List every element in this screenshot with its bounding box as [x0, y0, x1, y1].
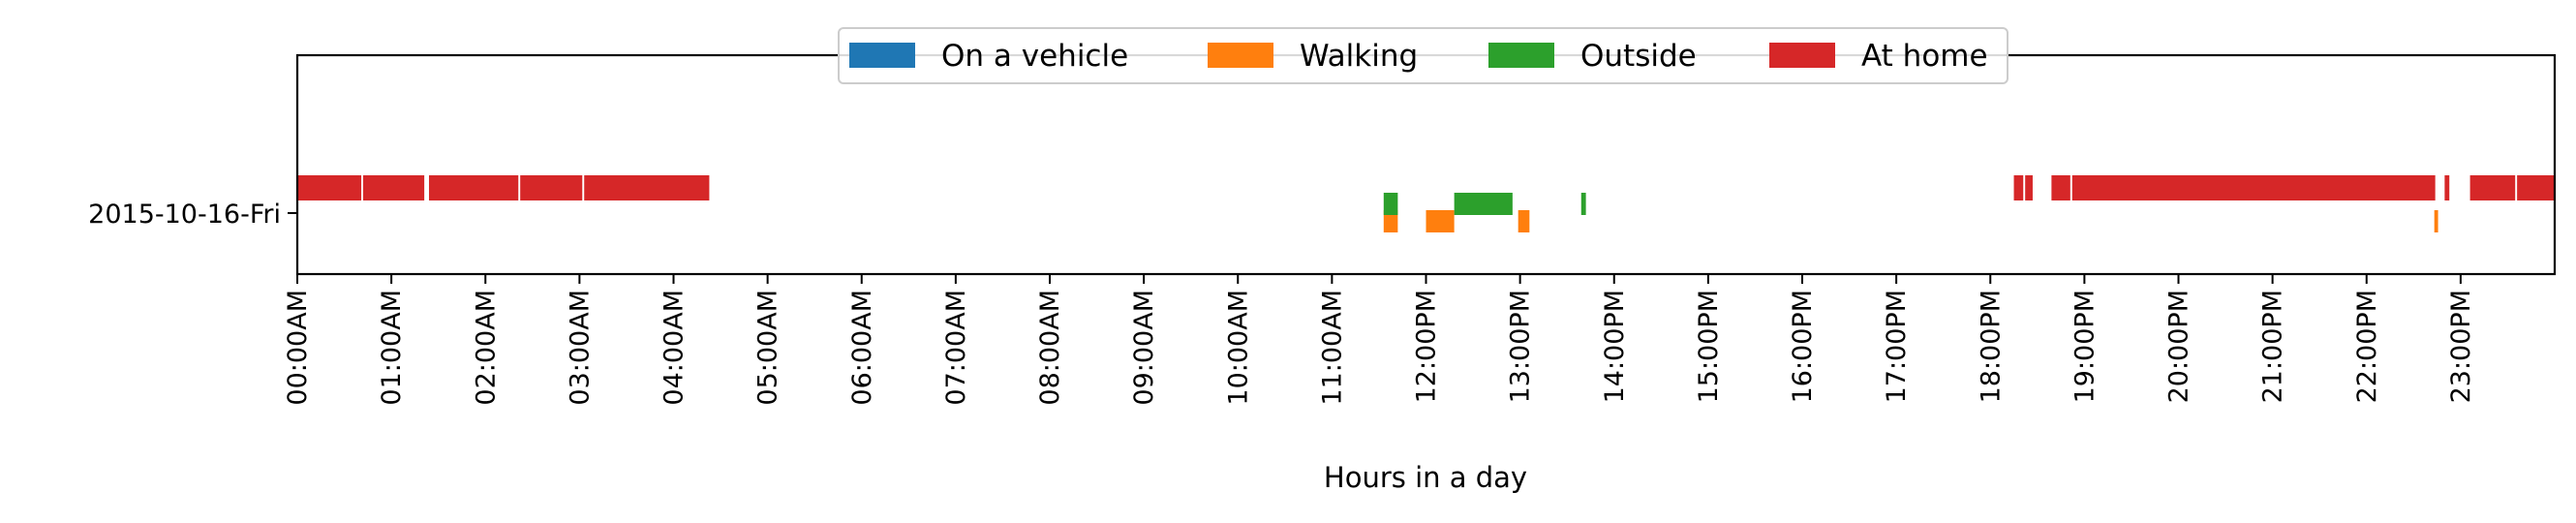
x-tick-label: 00:00AM — [283, 290, 313, 406]
axes: 00:00AM 01:00AM 02:00AM 03:00AM 04:00AM 05:00… — [88, 200, 2476, 406]
legend-entry-on-a-vehicle: On a vehicle — [849, 39, 1128, 74]
legend-entry-at-home: At home — [1769, 39, 1988, 74]
bar-walking-3 — [2434, 210, 2438, 232]
bar-walking-0 — [1383, 210, 1398, 232]
x-tick-label: 23:00PM — [2446, 290, 2476, 403]
bar-at-home-7 — [2051, 175, 2070, 200]
legend-swatch — [849, 43, 915, 68]
x-tick-label: 06:00AM — [847, 290, 877, 406]
legend-entry-outside: Outside — [1488, 39, 1697, 74]
x-tick-label: 15:00PM — [1694, 290, 1724, 403]
x-tick-label: 03:00AM — [565, 290, 595, 406]
bar-at-home-0 — [297, 175, 362, 200]
bar-outside-2 — [1580, 193, 1586, 215]
x-tick-label: 11:00AM — [1317, 290, 1347, 406]
legend-label: Walking — [1300, 39, 1418, 74]
bar-walking-1 — [1426, 210, 1455, 232]
x-tick-label: 20:00PM — [2164, 290, 2194, 403]
x-tick-label: 22:00PM — [2352, 290, 2382, 403]
x-tick-label: 10:00AM — [1223, 290, 1253, 406]
bar-at-home-3 — [520, 175, 583, 200]
legend-entry-walking: Walking — [1208, 39, 1418, 74]
bar-at-home-4 — [584, 175, 710, 200]
x-axis-label: Hours in a day — [1324, 461, 1527, 494]
bar-outside-1 — [1454, 193, 1513, 215]
bar-walking-2 — [1518, 210, 1530, 232]
bar-outside-0 — [1383, 193, 1398, 215]
legend-box — [838, 27, 2009, 84]
bar-at-home-6 — [2025, 175, 2033, 200]
legend-swatch — [1769, 43, 1835, 68]
x-tick-label: 09:00AM — [1129, 290, 1159, 406]
x-tick-label: 08:00AM — [1035, 290, 1065, 406]
x-tick-label: 02:00AM — [471, 290, 501, 406]
bar-at-home-8 — [2071, 175, 2436, 200]
y-tick-label: 2015-10-16-Fri — [88, 200, 281, 230]
legend-swatch — [1208, 43, 1273, 68]
legend-label: At home — [1861, 39, 1988, 74]
x-tick-label: 12:00PM — [1412, 290, 1442, 403]
legend-label: Outside — [1580, 39, 1697, 74]
x-tick-label: 17:00PM — [1882, 290, 1912, 403]
x-tick-label: 04:00AM — [659, 290, 690, 406]
x-tick-label: 01:00AM — [377, 290, 407, 406]
plot-area — [297, 175, 2555, 232]
x-tick-label: 05:00AM — [753, 290, 783, 406]
bar-at-home-9 — [2444, 175, 2450, 200]
x-tick-label: 21:00PM — [2258, 290, 2288, 403]
x-tick-label: 16:00PM — [1788, 290, 1818, 403]
bar-at-home-5 — [2013, 175, 2024, 200]
legend-label: On a vehicle — [941, 39, 1128, 74]
legend-swatch — [1488, 43, 1554, 68]
x-tick-label: 18:00PM — [1976, 290, 2006, 403]
bar-at-home-11 — [2517, 175, 2555, 200]
bar-at-home-10 — [2469, 175, 2516, 200]
bar-at-home-1 — [362, 175, 425, 200]
x-tick-label: 14:00PM — [1600, 290, 1630, 403]
x-tick-label: 19:00PM — [2070, 290, 2100, 403]
plot-frame — [295, 53, 2557, 276]
x-tick-label: 07:00AM — [941, 290, 971, 406]
legend: On a vehicle Walking Outside At home — [838, 27, 2009, 84]
bar-at-home-2 — [428, 175, 519, 200]
x-tick-label: 13:00PM — [1506, 290, 1536, 403]
